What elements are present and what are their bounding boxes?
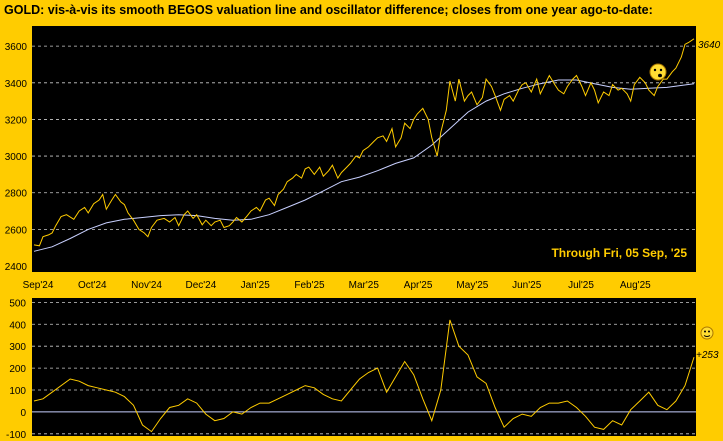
through-date-annotation: Through Fri, 05 Sep, '25 bbox=[551, 246, 687, 260]
upper-x-tick-label: Jan'25 bbox=[241, 280, 271, 291]
lower-y-tick-label: 500 bbox=[9, 298, 26, 309]
lower-y-axis: -100 0 100 200 300 400 500 bbox=[6, 298, 26, 440]
upper-y-tick-label: 2600 bbox=[5, 225, 28, 236]
upper-x-tick-label: Feb'25 bbox=[294, 280, 325, 291]
lower-y-tick-label: 100 bbox=[9, 386, 26, 397]
last-oscillator-label: +253 bbox=[696, 350, 719, 361]
upper-y-tick-label: 3200 bbox=[5, 115, 28, 126]
upper-x-tick-label: Apr'25 bbox=[404, 280, 433, 291]
lower-plot-area bbox=[32, 298, 696, 436]
upper-x-tick-label: Dec'24 bbox=[185, 280, 216, 291]
upper-x-tick-label: May'25 bbox=[456, 280, 488, 291]
oscillator-line bbox=[33, 319, 695, 433]
chart-title: GOLD: vis-à-vis its smooth BEGOS valuati… bbox=[4, 3, 653, 17]
last-price-label: 3640 bbox=[698, 40, 721, 51]
lower-y-tick-label: -100 bbox=[6, 430, 26, 441]
price-line bbox=[33, 38, 695, 247]
upper-x-tick-label: Nov'24 bbox=[131, 280, 162, 291]
upper-y-axis: 2400 2600 2800 3000 3200 3400 3600 bbox=[5, 42, 28, 273]
upper-x-tick-label: Mar'25 bbox=[349, 280, 380, 291]
upper-y-tick-label: 2800 bbox=[5, 189, 28, 200]
upper-plot-area bbox=[32, 26, 696, 272]
upper-y-tick-label: 3600 bbox=[5, 42, 28, 53]
upper-gridlines bbox=[32, 45, 696, 230]
upper-x-tick-label: Oct'24 bbox=[78, 280, 107, 291]
smiley-face-icon bbox=[700, 326, 714, 340]
lower-y-tick-label: 300 bbox=[9, 342, 26, 353]
upper-x-tick-label: Jun'25 bbox=[512, 280, 542, 291]
upper-x-tick-label: Jul'25 bbox=[568, 280, 594, 291]
lower-y-tick-label: 400 bbox=[9, 320, 26, 331]
valuation-line bbox=[33, 79, 695, 252]
upper-x-tick-label: Sep'24 bbox=[23, 280, 54, 291]
upper-x-axis: Sep'24 Oct'24 Nov'24 Dec'24 Jan'25 Feb'25 Mar'… bbox=[23, 280, 652, 291]
lower-y-tick-label: 200 bbox=[9, 364, 26, 375]
upper-y-tick-label: 3000 bbox=[5, 152, 28, 163]
lower-y-tick-label: 0 bbox=[20, 408, 26, 419]
smiley-face-icon bbox=[649, 63, 667, 81]
upper-x-tick-label: Aug'25 bbox=[620, 280, 651, 291]
upper-y-tick-label: 3400 bbox=[5, 79, 28, 90]
lower-gridlines bbox=[32, 301, 696, 435]
upper-y-tick-label: 2400 bbox=[5, 262, 28, 273]
